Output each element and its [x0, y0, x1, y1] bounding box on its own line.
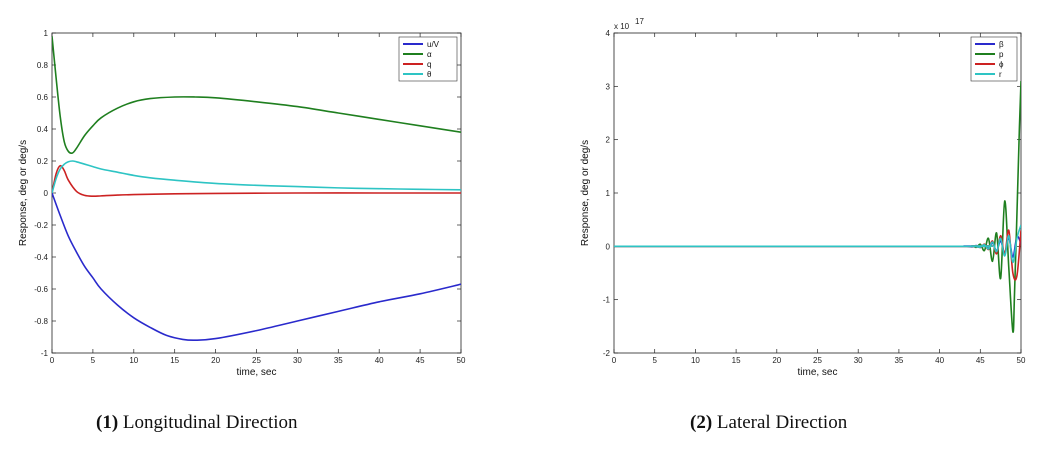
y-tick-label: 4 [606, 29, 611, 38]
legend-entry: r [999, 70, 1002, 79]
y-tick-label: -0.6 [34, 285, 48, 294]
x-tick-label: 40 [375, 356, 384, 365]
x-tick-label: 5 [652, 356, 657, 365]
x-tick-label: 20 [211, 356, 220, 365]
caption-number: (1) [96, 412, 119, 433]
x-tick-label: 30 [854, 356, 863, 365]
y-tick-label: -1 [41, 349, 49, 358]
x-tick-label: 15 [170, 356, 179, 365]
x-tick-label: 10 [129, 356, 138, 365]
y-tick-label: -0.2 [34, 221, 48, 230]
y-tick-label: -0.4 [34, 253, 48, 262]
x-tick-label: 0 [50, 356, 55, 365]
x-tick-label: 5 [91, 356, 96, 365]
x-tick-label: 45 [976, 356, 985, 365]
x-tick-label: 20 [772, 356, 781, 365]
legend-entry: p [999, 50, 1004, 59]
caption-text: Longitudinal Direction [122, 412, 298, 433]
y-scale-exponent: 17 [635, 17, 644, 26]
x-tick-label: 25 [252, 356, 261, 365]
x-tick-label: 40 [935, 356, 944, 365]
y-tick-label: -1 [603, 296, 611, 305]
x-axis-label: time, sec [797, 367, 837, 378]
legend-entry: β [999, 40, 1004, 49]
y-tick-label: 0 [606, 242, 611, 251]
y-tick-label: 0.6 [37, 93, 49, 102]
x-tick-label: 0 [612, 356, 617, 365]
legend-entry: ϕ [999, 60, 1004, 69]
x-tick-label: 35 [894, 356, 903, 365]
caption-number: (2) [690, 412, 713, 433]
x-tick-label: 10 [691, 356, 700, 365]
x-tick-label: 15 [732, 356, 741, 365]
x-tick-label: 30 [293, 356, 302, 365]
y-tick-label: 0 [44, 189, 49, 198]
x-axis-label: time, sec [236, 367, 276, 378]
chart-longitudinal: 0 5 10 15 20 25 30 35 40 45 50 1 0.8 0.6 0.4 0.2 0 -0.2 -0… [18, 29, 466, 378]
legend-entry: α [427, 50, 432, 59]
y-tick-label: 1 [606, 189, 611, 198]
y-axis-label: Response, deg or deg/s [580, 140, 591, 246]
y-tick-label: 1 [44, 29, 49, 38]
caption-lateral: (2) Lateral Direction [690, 412, 847, 434]
x-tick-label: 25 [813, 356, 822, 365]
series-line-3 [52, 164, 461, 198]
y-tick-label: -2 [603, 349, 611, 358]
x-tick-label: 50 [457, 356, 466, 365]
legend-entry: u/V [427, 40, 440, 49]
x-tick-label: 50 [1017, 356, 1026, 365]
x-tick-label: 35 [334, 356, 343, 365]
legend-entry: q [427, 60, 431, 69]
caption-longitudinal: (1) Longitudinal Direction [96, 412, 298, 434]
plot-area [613, 32, 1022, 354]
legend-entry: θ [427, 70, 432, 79]
y-tick-label: 3 [606, 82, 611, 91]
caption-text: Lateral Direction [716, 412, 848, 433]
x-tick-label: 45 [416, 356, 425, 365]
y-tick-label: -0.8 [34, 317, 48, 326]
figure-canvas: 0 5 10 15 20 25 30 35 40 45 5010.80.60.40.20-0.2-0… [18, 17, 1026, 378]
series-line-4 [52, 160, 461, 194]
y-tick-label: 2 [606, 136, 611, 145]
series-line-1 [52, 192, 461, 342]
series-line-2 [52, 36, 461, 155]
y-axis-label: Response, deg or deg/s [18, 140, 29, 246]
y-scale-label: x 10 [614, 22, 630, 31]
y-tick-label: 0.2 [37, 157, 49, 166]
y-tick-label: 0.4 [37, 125, 49, 134]
y-tick-label: 0.8 [37, 61, 49, 70]
series-line-4 [614, 224, 1021, 264]
